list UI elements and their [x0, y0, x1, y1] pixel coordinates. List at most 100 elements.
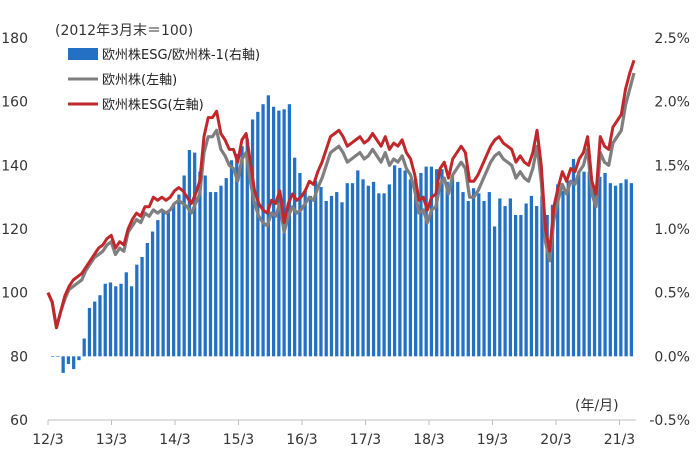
bar — [308, 195, 313, 357]
bar — [513, 214, 518, 357]
bar — [466, 200, 470, 357]
bar — [377, 193, 381, 357]
bar — [219, 185, 223, 357]
bar — [224, 178, 228, 357]
bar — [566, 180, 570, 357]
legend-label: 欧州株ESG(左軸) — [102, 98, 204, 113]
bar — [314, 180, 318, 357]
bar — [445, 181, 449, 357]
right-tick-label: 2.0% — [654, 95, 690, 111]
bar — [140, 257, 144, 357]
x-tick-label: 16/3 — [286, 432, 317, 448]
x-tick-label: 14/3 — [159, 432, 190, 448]
bar — [603, 172, 607, 357]
right-tick-label: 0.0% — [654, 349, 690, 365]
bar — [66, 356, 71, 364]
right-tick-label: -0.5% — [649, 413, 690, 429]
bar — [556, 184, 560, 357]
left-tick-label: 80 — [10, 349, 28, 365]
bar — [487, 192, 491, 357]
bar — [624, 179, 628, 357]
bar — [366, 185, 370, 357]
bar — [550, 204, 555, 357]
bar — [387, 184, 391, 357]
bar — [56, 356, 60, 357]
bar — [356, 170, 360, 357]
bar — [77, 356, 81, 361]
x-tick-label: 13/3 — [96, 432, 127, 448]
left-tick-label: 140 — [1, 158, 28, 174]
bar — [329, 195, 334, 357]
bar — [408, 179, 413, 357]
bar — [371, 181, 376, 357]
bar — [177, 194, 181, 357]
bar — [629, 183, 633, 357]
bar — [324, 200, 328, 357]
bar — [93, 301, 97, 357]
bar — [82, 338, 86, 357]
bar — [156, 220, 160, 357]
bar — [414, 179, 418, 357]
line-europe-stocks — [46, 72, 636, 330]
bar — [150, 231, 155, 357]
bar — [277, 110, 281, 357]
line-europe-esg — [46, 59, 636, 330]
bar — [214, 192, 218, 357]
bar — [250, 119, 255, 357]
bar — [98, 295, 102, 357]
left-tick-label: 180 — [1, 31, 28, 47]
bar — [613, 185, 618, 357]
x-tick-label: 21/3 — [604, 432, 635, 448]
bar — [245, 138, 249, 357]
bar — [271, 106, 276, 357]
bar — [398, 167, 402, 357]
bar — [135, 264, 139, 357]
x-tick-label: 19/3 — [477, 432, 508, 448]
bar — [103, 283, 107, 357]
bar — [293, 157, 297, 357]
bar — [161, 211, 165, 357]
bar — [145, 243, 149, 357]
bar — [419, 172, 423, 357]
bar — [361, 179, 365, 357]
bar — [235, 153, 239, 357]
bar — [119, 283, 123, 357]
bar — [577, 171, 581, 357]
bar — [382, 193, 386, 357]
bar — [503, 206, 507, 357]
bar — [303, 190, 307, 357]
bar — [535, 206, 539, 357]
bar — [592, 185, 597, 357]
left-tick-label: 120 — [1, 222, 28, 238]
x-axis: 12/3 13/3 14/3 15/3 16/3 17/3 18/3 19/3 20/3 21/3 — [32, 420, 635, 448]
bar — [240, 146, 244, 357]
bar — [129, 286, 134, 357]
bar — [424, 166, 428, 357]
bar — [498, 198, 502, 357]
x-axis-unit: (年/月) — [575, 398, 619, 414]
bar — [203, 175, 207, 357]
bar — [166, 212, 171, 357]
bar — [187, 150, 192, 357]
right-axis: -0.5% 0.0% 0.5% 1.0% 1.5% 2.0% 2.5% — [649, 31, 690, 429]
x-tick-label: 18/3 — [413, 432, 444, 448]
bar — [261, 104, 265, 357]
right-tick-label: 1.5% — [654, 158, 690, 174]
bar — [492, 226, 497, 357]
bar — [87, 307, 92, 357]
right-tick-label: 2.5% — [654, 31, 690, 47]
x-tick-label: 12/3 — [32, 432, 63, 448]
legend-label: 欧州株ESG/欧州株-1(右軸) — [102, 48, 260, 63]
bar — [477, 193, 481, 357]
bar — [461, 192, 465, 357]
left-tick-label: 60 — [10, 413, 28, 429]
line-series — [46, 59, 636, 330]
bar — [482, 200, 486, 357]
bar — [124, 272, 128, 357]
bar — [345, 183, 349, 357]
bar — [456, 181, 460, 357]
bar — [587, 171, 591, 357]
bar — [51, 356, 55, 357]
bar — [319, 186, 323, 357]
